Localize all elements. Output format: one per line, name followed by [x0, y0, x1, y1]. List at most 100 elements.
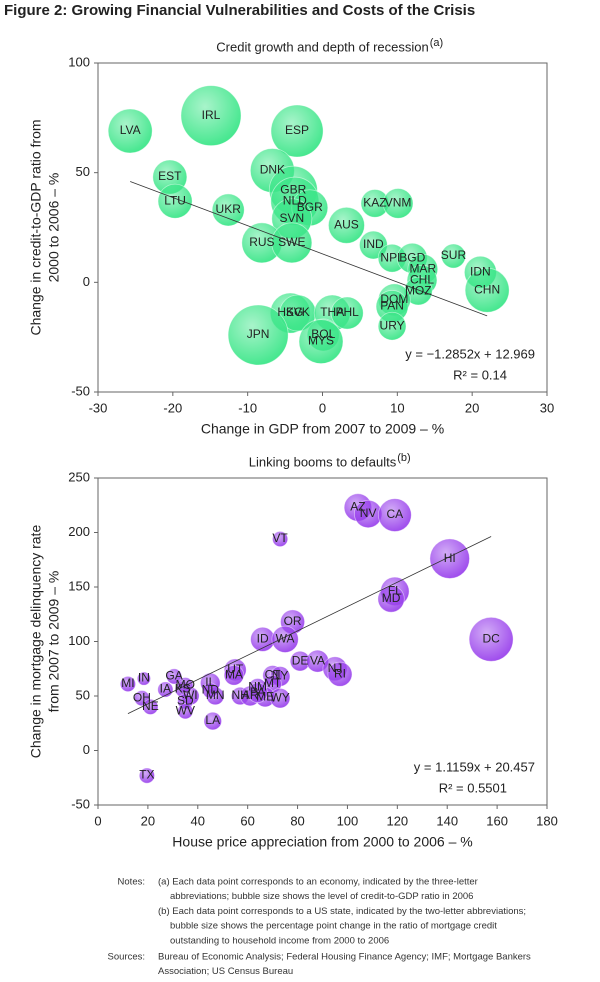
x-tick-label: 140 — [436, 813, 458, 828]
bubble — [328, 206, 365, 244]
y-axis-label: Change in mortgage delinquency rate — [28, 525, 44, 759]
bubble-label: LTU — [164, 193, 186, 207]
bubble-label: WA — [276, 631, 295, 645]
bubble-label: PA — [250, 685, 265, 699]
bubble-label: GBR — [280, 182, 306, 196]
bubble — [166, 668, 183, 685]
bubble-label: RI — [334, 666, 346, 680]
bubble — [327, 661, 353, 687]
y-tick-label: 50 — [76, 687, 90, 702]
bubble-label: NJ — [328, 661, 343, 675]
bubble-label: HKG — [277, 305, 303, 319]
bubble-label: NH — [232, 688, 249, 702]
x-axis-label: House price appreciation from 2000 to 20… — [172, 834, 472, 850]
bubble — [269, 687, 291, 709]
bubble-label: MOZ — [405, 283, 432, 297]
bubble — [464, 267, 510, 313]
x-tick-label: 40 — [191, 813, 205, 828]
note-line: (a) Each data point corresponds to an ec… — [158, 877, 478, 888]
bubble-label: SVK — [286, 305, 310, 319]
y-tick-label: 200 — [68, 524, 90, 539]
bubble-label: MO — [176, 677, 195, 691]
bubble — [377, 311, 407, 341]
bubble-label: HI — [444, 551, 456, 565]
y-tick-label: 50 — [76, 164, 90, 179]
y-tick-label: 0 — [83, 742, 90, 757]
bubble-label: IRL — [202, 108, 221, 122]
bubble-label: AUS — [334, 217, 359, 231]
trend-equation: y = 1.1159x + 20.457 — [414, 759, 535, 774]
note-line: outstanding to household income from 200… — [170, 935, 389, 946]
figure-title: Figure 2: Growing Financial Vulnerabilit… — [4, 2, 475, 19]
bubble — [227, 304, 289, 366]
bubble-label: IND — [363, 237, 384, 251]
bubble-label: ME — [256, 689, 274, 703]
bubble-label: NV — [360, 506, 377, 520]
bubble-label: BGR — [297, 200, 323, 214]
y-tick-label: 0 — [83, 274, 90, 289]
bubble — [211, 193, 245, 227]
bubble-label: MA — [225, 667, 243, 681]
trendline — [130, 181, 488, 317]
bubble — [157, 183, 193, 219]
y-tick-label: 100 — [68, 633, 90, 648]
x-tick-label: -10 — [238, 400, 257, 415]
bubble — [270, 104, 324, 158]
bubble-label: EST — [158, 169, 182, 183]
bubble — [429, 538, 470, 579]
sources-label: Sources: — [108, 952, 146, 963]
r-squared: R² = 0.5501 — [439, 780, 507, 795]
bubble-label: VT — [272, 531, 288, 545]
x-tick-label: 180 — [536, 813, 558, 828]
x-tick-label: 160 — [486, 813, 508, 828]
bubble-label: WY — [270, 690, 289, 704]
bubble — [377, 585, 405, 613]
y-tick-label: -50 — [71, 383, 90, 398]
bubble-label: NY — [272, 669, 289, 683]
bubble-label: SVN — [279, 211, 304, 225]
bubble — [119, 675, 136, 693]
x-tick-label: 60 — [240, 813, 254, 828]
bubble-label: CHL — [410, 272, 434, 286]
bubble-label: NE — [142, 699, 159, 713]
y-tick-label: 100 — [68, 54, 90, 69]
bubble-label: NLD — [283, 193, 307, 207]
x-tick-label: 120 — [386, 813, 408, 828]
title-note: (b) — [397, 452, 410, 464]
plot-frame — [97, 477, 548, 806]
plot-frame — [97, 62, 548, 393]
x-tick-label: 30 — [540, 400, 554, 415]
bubble-label: CA — [387, 507, 404, 521]
bubble-label: CHN — [474, 282, 500, 296]
bubble-label: KS — [175, 682, 191, 696]
bubble-label: NM — [248, 679, 267, 693]
x-tick-label: -20 — [163, 400, 182, 415]
bubble-label: DOM — [380, 292, 408, 306]
bubble-label: THA — [320, 305, 344, 319]
bubble — [441, 243, 466, 269]
trendline — [127, 536, 492, 714]
bubble-label: ESP — [285, 123, 309, 137]
bubble-label: ND — [202, 683, 220, 697]
source-line: Bureau of Economic Analysis; Federal Hou… — [158, 952, 531, 963]
x-tick-label: 100 — [337, 813, 359, 828]
bubble-label: MAR — [409, 261, 436, 275]
y-axis-label: Change in credit-to-GDP ratio from — [28, 119, 44, 335]
x-tick-label: 10 — [390, 400, 404, 415]
bubble-label: NPL — [380, 250, 404, 264]
bubble-label: VA — [310, 653, 325, 667]
bubble-label: OR — [284, 614, 302, 628]
chart-title: Credit growth and depth of recession — [216, 39, 428, 54]
bubble-label: LVA — [120, 123, 141, 137]
bubble-label: VNM — [385, 196, 412, 210]
note-line: bubble size shows the percentage point c… — [170, 921, 497, 932]
bubble-label: MI — [121, 676, 134, 690]
source-line: Association; US Census Bureau — [158, 966, 293, 977]
bubble-label: UKR — [216, 202, 242, 216]
bubble-label: MYS — [308, 334, 334, 348]
y-tick-label: 150 — [68, 578, 90, 593]
bubble-label: DC — [482, 631, 500, 645]
y-axis-label: 2000 to 2006 – % — [46, 173, 62, 283]
bubble — [271, 222, 313, 264]
